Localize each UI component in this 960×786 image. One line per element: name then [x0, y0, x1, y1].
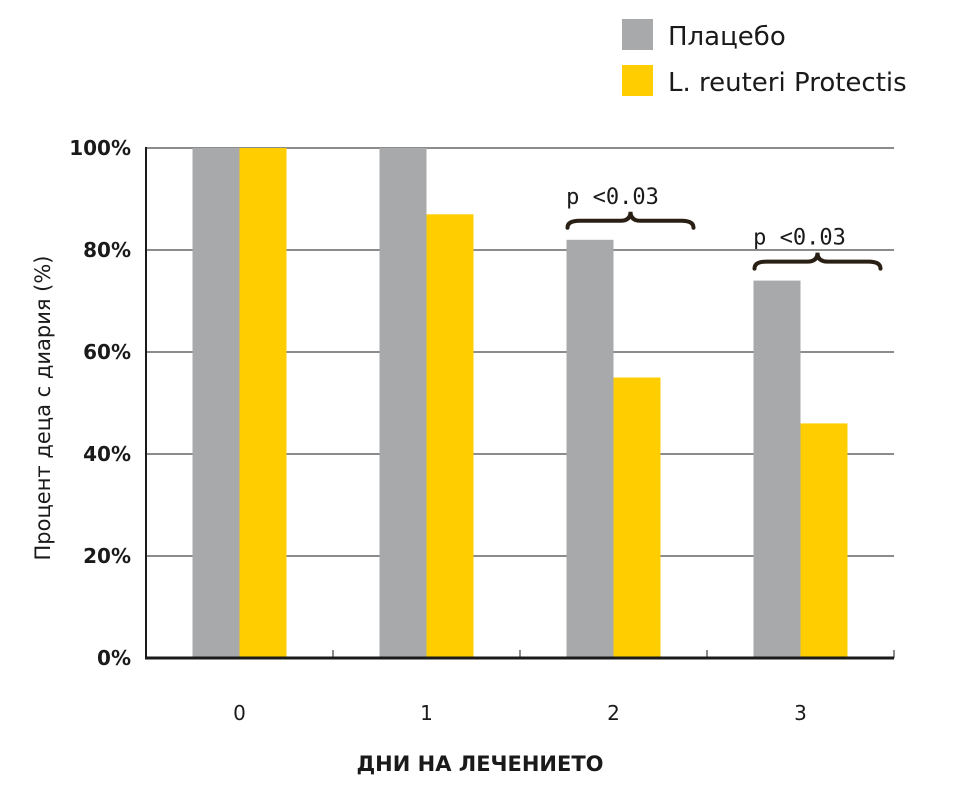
- bars: [192, 148, 848, 659]
- x-tick-label: 3: [794, 701, 807, 725]
- legend: Плацебо L. reuteri Protectis: [622, 19, 907, 98]
- x-tick-labels: 0 1 2 3: [233, 701, 807, 725]
- x-tick-label: 1: [420, 701, 433, 725]
- y-tick-label: 20%: [83, 544, 131, 568]
- y-tick-label: 80%: [83, 238, 131, 262]
- legend-label-lreuteri: L. reuteri Protectis: [668, 68, 907, 98]
- y-tick-label: 40%: [83, 442, 131, 466]
- bar: [239, 148, 287, 658]
- y-tick-label: 60%: [83, 340, 131, 364]
- legend-swatch-lreuteri: [622, 65, 653, 96]
- significance-brace: [565, 211, 696, 230]
- axes: [145, 147, 895, 660]
- legend-swatch-placebo: [622, 19, 653, 50]
- legend-label-placebo: Плацебо: [668, 22, 786, 52]
- bar: [566, 239, 614, 659]
- bar: [426, 214, 474, 659]
- significance-label: p <0.03: [753, 226, 846, 251]
- bar: [613, 377, 661, 658]
- annotations: p <0.03 p <0.03: [565, 185, 883, 271]
- x-tick-label: 0: [233, 701, 246, 725]
- significance-label: p <0.03: [566, 185, 659, 210]
- y-axis-label: Процент деца с диария (%): [31, 256, 55, 561]
- bar: [753, 280, 801, 658]
- y-tick-labels: 0% 20% 40% 60% 80% 100%: [69, 136, 131, 670]
- bar: [800, 423, 848, 658]
- bar: [192, 148, 240, 658]
- bar: [379, 148, 427, 658]
- x-axis-label: ДНИ НА ЛЕЧЕНИЕТО: [356, 752, 603, 776]
- y-tick-label: 0%: [97, 646, 131, 670]
- y-tick-label: 100%: [69, 136, 131, 160]
- x-tick-label: 2: [607, 701, 620, 725]
- significance-brace: [752, 252, 883, 271]
